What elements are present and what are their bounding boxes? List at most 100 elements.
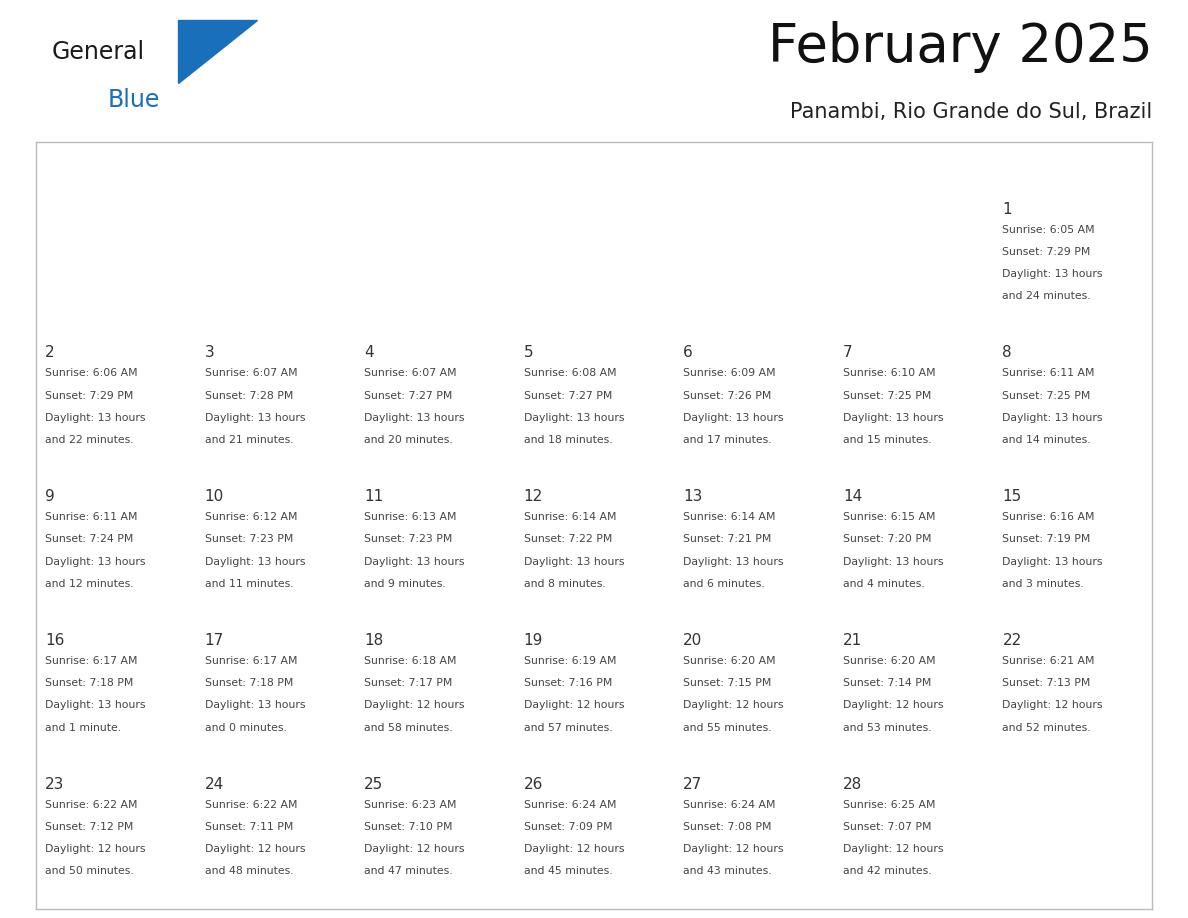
Text: and 15 minutes.: and 15 minutes. bbox=[842, 435, 931, 445]
Text: February 2025: February 2025 bbox=[767, 21, 1152, 73]
Text: Sunrise: 6:13 AM: Sunrise: 6:13 AM bbox=[365, 512, 456, 522]
Text: 15: 15 bbox=[1003, 489, 1022, 504]
Text: Sunrise: 6:10 AM: Sunrise: 6:10 AM bbox=[842, 368, 935, 378]
Text: Sunset: 7:29 PM: Sunset: 7:29 PM bbox=[45, 390, 133, 400]
Text: 1: 1 bbox=[1003, 202, 1012, 217]
Text: Sunrise: 6:12 AM: Sunrise: 6:12 AM bbox=[204, 512, 297, 522]
Text: Sunset: 7:10 PM: Sunset: 7:10 PM bbox=[365, 822, 453, 832]
Text: Sunset: 7:07 PM: Sunset: 7:07 PM bbox=[842, 822, 931, 832]
Text: 13: 13 bbox=[683, 489, 703, 504]
Text: and 47 minutes.: and 47 minutes. bbox=[365, 867, 453, 877]
Text: and 22 minutes.: and 22 minutes. bbox=[45, 435, 134, 445]
Text: 10: 10 bbox=[204, 489, 225, 504]
Text: Thursday: Thursday bbox=[685, 159, 769, 174]
Text: 16: 16 bbox=[45, 633, 64, 648]
Text: Sunrise: 6:17 AM: Sunrise: 6:17 AM bbox=[45, 655, 138, 666]
Text: Daylight: 12 hours: Daylight: 12 hours bbox=[204, 845, 305, 854]
Text: Daylight: 13 hours: Daylight: 13 hours bbox=[842, 413, 943, 423]
Text: Sunrise: 6:24 AM: Sunrise: 6:24 AM bbox=[524, 800, 617, 810]
Text: Daylight: 13 hours: Daylight: 13 hours bbox=[45, 413, 146, 423]
Text: Wednesday: Wednesday bbox=[525, 159, 628, 174]
Text: and 45 minutes.: and 45 minutes. bbox=[524, 867, 613, 877]
Text: and 17 minutes.: and 17 minutes. bbox=[683, 435, 772, 445]
Text: Sunset: 7:17 PM: Sunset: 7:17 PM bbox=[365, 678, 453, 688]
Text: 5: 5 bbox=[524, 345, 533, 360]
Text: 21: 21 bbox=[842, 633, 862, 648]
Text: Daylight: 13 hours: Daylight: 13 hours bbox=[524, 556, 625, 566]
Text: and 8 minutes.: and 8 minutes. bbox=[524, 579, 606, 588]
Text: and 9 minutes.: and 9 minutes. bbox=[365, 579, 446, 588]
Text: Sunrise: 6:05 AM: Sunrise: 6:05 AM bbox=[1003, 225, 1095, 234]
Text: Sunrise: 6:15 AM: Sunrise: 6:15 AM bbox=[842, 512, 935, 522]
Text: Monday: Monday bbox=[207, 159, 277, 174]
Text: Daylight: 12 hours: Daylight: 12 hours bbox=[683, 845, 784, 854]
Text: Sunrise: 6:08 AM: Sunrise: 6:08 AM bbox=[524, 368, 617, 378]
Text: 26: 26 bbox=[524, 777, 543, 791]
Text: 4: 4 bbox=[365, 345, 374, 360]
Text: and 4 minutes.: and 4 minutes. bbox=[842, 579, 924, 588]
Text: Sunrise: 6:11 AM: Sunrise: 6:11 AM bbox=[45, 512, 138, 522]
Text: Sunset: 7:15 PM: Sunset: 7:15 PM bbox=[683, 678, 772, 688]
Text: Sunset: 7:18 PM: Sunset: 7:18 PM bbox=[204, 678, 293, 688]
Text: 22: 22 bbox=[1003, 633, 1022, 648]
Text: Daylight: 13 hours: Daylight: 13 hours bbox=[45, 700, 146, 711]
Text: Sunrise: 6:25 AM: Sunrise: 6:25 AM bbox=[842, 800, 935, 810]
Text: Sunrise: 6:17 AM: Sunrise: 6:17 AM bbox=[204, 655, 297, 666]
Text: 3: 3 bbox=[204, 345, 215, 360]
Text: Sunset: 7:23 PM: Sunset: 7:23 PM bbox=[365, 534, 453, 544]
Text: and 52 minutes.: and 52 minutes. bbox=[1003, 722, 1091, 733]
Text: Sunrise: 6:09 AM: Sunrise: 6:09 AM bbox=[683, 368, 776, 378]
Text: Sunrise: 6:14 AM: Sunrise: 6:14 AM bbox=[524, 512, 617, 522]
Text: 9: 9 bbox=[45, 489, 55, 504]
Text: and 0 minutes.: and 0 minutes. bbox=[204, 722, 286, 733]
Text: 24: 24 bbox=[204, 777, 225, 791]
Text: and 20 minutes.: and 20 minutes. bbox=[365, 435, 453, 445]
Text: Sunrise: 6:16 AM: Sunrise: 6:16 AM bbox=[1003, 512, 1095, 522]
Text: and 12 minutes.: and 12 minutes. bbox=[45, 579, 134, 588]
Text: and 18 minutes.: and 18 minutes. bbox=[524, 435, 613, 445]
Text: Sunset: 7:27 PM: Sunset: 7:27 PM bbox=[365, 390, 453, 400]
Text: Sunset: 7:24 PM: Sunset: 7:24 PM bbox=[45, 534, 133, 544]
Text: Daylight: 13 hours: Daylight: 13 hours bbox=[45, 556, 146, 566]
Text: 6: 6 bbox=[683, 345, 693, 360]
Text: Saturday: Saturday bbox=[1004, 159, 1086, 174]
Text: Daylight: 12 hours: Daylight: 12 hours bbox=[45, 845, 146, 854]
Text: Sunset: 7:09 PM: Sunset: 7:09 PM bbox=[524, 822, 612, 832]
Text: Sunrise: 6:11 AM: Sunrise: 6:11 AM bbox=[1003, 368, 1095, 378]
Text: 18: 18 bbox=[365, 633, 384, 648]
Text: and 48 minutes.: and 48 minutes. bbox=[204, 867, 293, 877]
Text: Sunrise: 6:23 AM: Sunrise: 6:23 AM bbox=[365, 800, 456, 810]
Text: Daylight: 12 hours: Daylight: 12 hours bbox=[365, 700, 465, 711]
Text: Sunrise: 6:06 AM: Sunrise: 6:06 AM bbox=[45, 368, 138, 378]
Text: 2: 2 bbox=[45, 345, 55, 360]
Text: 28: 28 bbox=[842, 777, 862, 791]
Text: and 53 minutes.: and 53 minutes. bbox=[842, 722, 931, 733]
Text: Sunset: 7:23 PM: Sunset: 7:23 PM bbox=[204, 534, 293, 544]
Text: and 58 minutes.: and 58 minutes. bbox=[365, 722, 453, 733]
Text: Daylight: 13 hours: Daylight: 13 hours bbox=[204, 413, 305, 423]
Text: Sunrise: 6:22 AM: Sunrise: 6:22 AM bbox=[204, 800, 297, 810]
Text: Daylight: 13 hours: Daylight: 13 hours bbox=[204, 700, 305, 711]
Text: and 57 minutes.: and 57 minutes. bbox=[524, 722, 613, 733]
Text: Daylight: 12 hours: Daylight: 12 hours bbox=[524, 700, 625, 711]
Text: Sunset: 7:29 PM: Sunset: 7:29 PM bbox=[1003, 247, 1091, 257]
Text: and 11 minutes.: and 11 minutes. bbox=[204, 579, 293, 588]
Text: Sunrise: 6:20 AM: Sunrise: 6:20 AM bbox=[683, 655, 776, 666]
Text: Sunset: 7:19 PM: Sunset: 7:19 PM bbox=[1003, 534, 1091, 544]
Text: 20: 20 bbox=[683, 633, 702, 648]
Text: and 14 minutes.: and 14 minutes. bbox=[1003, 435, 1091, 445]
Text: Sunset: 7:12 PM: Sunset: 7:12 PM bbox=[45, 822, 133, 832]
Text: 27: 27 bbox=[683, 777, 702, 791]
Text: and 55 minutes.: and 55 minutes. bbox=[683, 722, 772, 733]
Text: General: General bbox=[52, 40, 145, 64]
Text: Sunset: 7:21 PM: Sunset: 7:21 PM bbox=[683, 534, 772, 544]
Text: 8: 8 bbox=[1003, 345, 1012, 360]
Text: Sunrise: 6:22 AM: Sunrise: 6:22 AM bbox=[45, 800, 138, 810]
Text: Sunrise: 6:20 AM: Sunrise: 6:20 AM bbox=[842, 655, 935, 666]
Text: Daylight: 13 hours: Daylight: 13 hours bbox=[524, 413, 625, 423]
Text: 7: 7 bbox=[842, 345, 853, 360]
Text: 11: 11 bbox=[365, 489, 384, 504]
Text: and 43 minutes.: and 43 minutes. bbox=[683, 867, 772, 877]
Text: Sunset: 7:16 PM: Sunset: 7:16 PM bbox=[524, 678, 612, 688]
Text: Sunrise: 6:07 AM: Sunrise: 6:07 AM bbox=[204, 368, 297, 378]
